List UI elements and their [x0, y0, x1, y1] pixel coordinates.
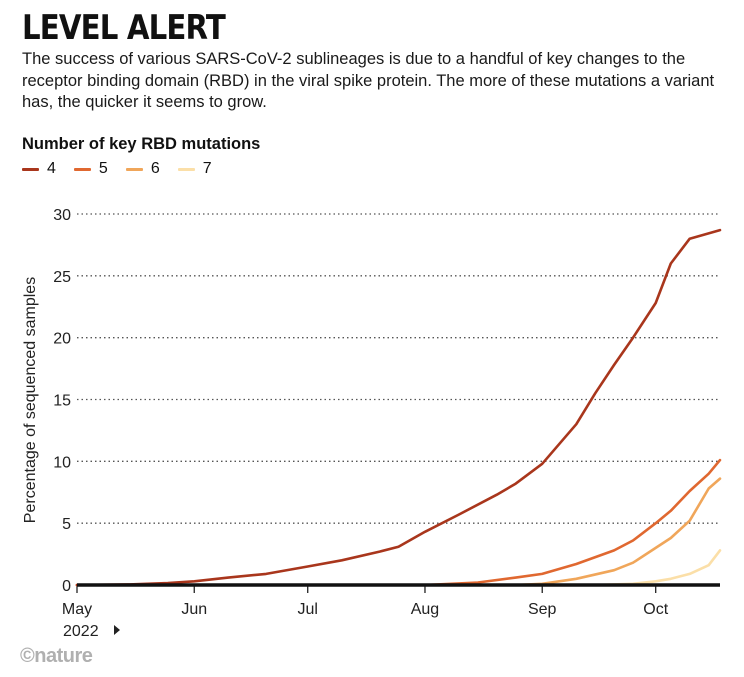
series-line-6 — [75, 477, 722, 587]
legend-title: Number of key RBD mutations — [22, 135, 261, 153]
legend-label: 4 — [47, 160, 56, 177]
legend-swatch — [177, 167, 195, 171]
year-label: 2022 — [63, 623, 99, 640]
y-tick-label: 0 — [62, 578, 71, 595]
y-tick-labels: 0 5 10 15 20 25 30 — [53, 207, 71, 595]
nature-credit: ©nature — [20, 645, 93, 667]
x-tick-label: Oct — [643, 601, 668, 618]
legend-label: 6 — [150, 160, 160, 177]
legend-item-6: 6 — [125, 160, 160, 178]
x-tick-label: Sep — [528, 601, 557, 618]
chart-subtitle: The success of various SARS-CoV-2 sublin… — [22, 50, 715, 111]
series-line-4 — [75, 228, 722, 587]
legend-label: 5 — [98, 160, 108, 177]
y-tick-label: 30 — [53, 207, 71, 224]
x-tick-label: Aug — [411, 601, 439, 618]
y-tick-label: 15 — [53, 393, 71, 410]
chart-title: LEVEL ALERT — [22, 8, 226, 48]
y-tick-label: 25 — [53, 269, 71, 286]
y-tick-label: 10 — [53, 454, 71, 471]
legend-swatch — [125, 167, 143, 171]
x-tick-label: Jun — [181, 601, 207, 618]
series-lines — [75, 228, 722, 587]
grid-lines — [77, 213, 720, 524]
x-ticks: May Jun Jul Aug Sep Oct — [62, 585, 669, 618]
y-tick-label: 5 — [62, 516, 71, 533]
x-tick-label: May — [62, 601, 92, 618]
legend-swatch — [22, 167, 39, 171]
legend-label: 7 — [202, 160, 212, 177]
series-line-5 — [75, 458, 722, 587]
legend-item-4: 4 — [22, 160, 56, 178]
legend-item-5: 5 — [73, 160, 108, 178]
year-arrow-icon — [114, 625, 120, 635]
x-tick-label: Jul — [297, 601, 317, 618]
legend-swatch — [73, 167, 91, 171]
legend: 4 5 6 7 — [22, 160, 212, 178]
legend-item-7: 7 — [177, 160, 212, 178]
y-axis-label: Percentage of sequenced samples — [22, 277, 39, 523]
y-tick-label: 20 — [53, 331, 71, 348]
